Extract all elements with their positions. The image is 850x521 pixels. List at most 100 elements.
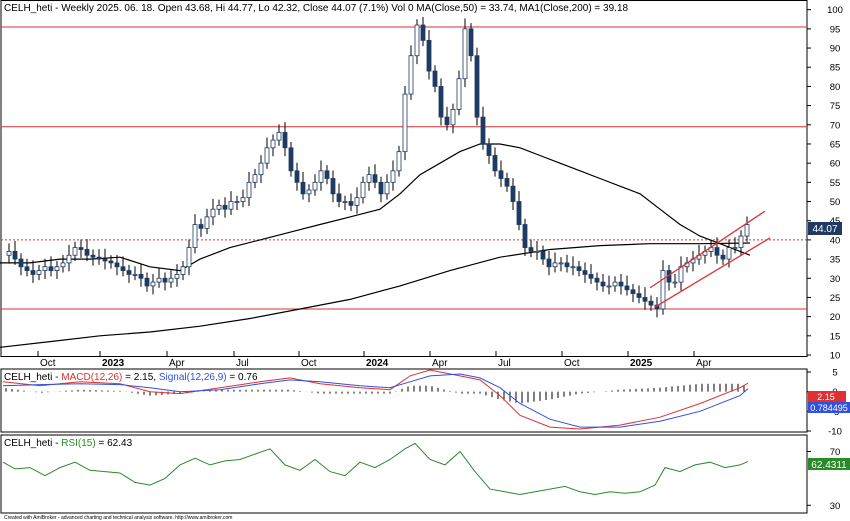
y-tick-label: 65 xyxy=(830,139,841,150)
candle-down xyxy=(564,262,570,268)
candle-down xyxy=(432,70,438,87)
price-candles xyxy=(6,16,750,318)
candle-down xyxy=(714,247,720,256)
y-tick-label: 10 xyxy=(830,351,841,362)
macd-tag-box xyxy=(808,391,846,402)
candle-down xyxy=(198,224,204,229)
price-pane: CELH_heti - Weekly 2025. 06. 18. Open 43… xyxy=(0,0,843,369)
y-tick-label: 75 xyxy=(830,101,841,112)
macd-signal-line xyxy=(2,373,749,428)
candle-down xyxy=(600,281,606,287)
candle-up xyxy=(342,201,348,203)
candle-up xyxy=(534,251,540,253)
candle-down xyxy=(474,55,480,118)
candle-down xyxy=(444,116,450,126)
candle-down xyxy=(24,266,30,271)
x-tick-label: Oct xyxy=(40,358,56,369)
price-pane-frame xyxy=(0,0,808,357)
rsi-pane-title: CELH_heti - RSI(15) = 62.43 xyxy=(4,438,133,449)
candle-up xyxy=(390,170,396,183)
macd-tag-text: 2.15 xyxy=(817,392,835,402)
candle-up xyxy=(354,197,360,206)
candle-up xyxy=(552,262,558,268)
candle-up xyxy=(570,266,576,269)
candle-up xyxy=(72,247,78,256)
last-price-tag-text: 44.07 xyxy=(812,224,837,235)
candle-down xyxy=(624,285,630,291)
price-y-axis: 10 15 20 25 30 35 40 45 50 55 60 65 70 75 80 85 90 95 100 xyxy=(807,5,843,362)
candle-down xyxy=(594,277,600,283)
candle-up xyxy=(726,247,732,260)
y-tick-label: 60 xyxy=(830,159,841,170)
footer-credit: Created with AmiBroker - advanced charti… xyxy=(4,515,232,521)
candle-down xyxy=(84,249,90,256)
candle-down xyxy=(18,258,24,268)
macd-title-signal-value: = 0.76 xyxy=(229,372,258,383)
candle-down xyxy=(294,170,300,183)
candle-up xyxy=(672,281,678,284)
candle-down xyxy=(120,266,126,271)
candle-down xyxy=(420,24,426,41)
candle-up xyxy=(66,254,72,264)
y-tick-label: 40 xyxy=(830,235,841,246)
x-tick-label: Oct xyxy=(564,358,580,369)
candle-down xyxy=(630,289,636,295)
candle-down xyxy=(576,266,582,271)
macd-pane-title: CELH_heti - MACD(12,26) = 2.15, Signal(1… xyxy=(4,372,258,383)
candle-up xyxy=(60,262,66,268)
y-tick-label: 70 xyxy=(830,120,841,131)
x-tick-label: Apr xyxy=(432,358,448,369)
y-tick-label: 25 xyxy=(830,293,841,304)
candle-up xyxy=(132,274,138,276)
rsi-tag-text: 62.4311 xyxy=(811,460,847,471)
y-tick-label: 45 xyxy=(830,216,841,227)
candle-up xyxy=(258,162,264,176)
moving-average-line xyxy=(0,143,751,272)
candle-down xyxy=(48,266,54,271)
candle-up xyxy=(252,174,258,183)
x-tick-label: 2023 xyxy=(102,358,125,369)
candle-up xyxy=(414,24,420,57)
candle-up xyxy=(264,147,270,164)
candle-down xyxy=(348,201,354,206)
candle-down xyxy=(96,256,102,260)
candle-down xyxy=(636,293,642,298)
candle-down xyxy=(372,174,378,183)
candle-up xyxy=(384,181,390,195)
candle-down xyxy=(288,147,294,172)
candle-up xyxy=(306,189,312,195)
candle-down xyxy=(30,270,36,275)
candle-down xyxy=(720,254,726,260)
candle-down xyxy=(582,270,588,275)
rsi-y-tick-label: 30 xyxy=(830,501,841,512)
candle-down xyxy=(648,300,654,306)
candle-down xyxy=(162,277,168,283)
candle-up xyxy=(276,132,282,141)
rsi-pane-frame xyxy=(0,434,808,514)
candle-down xyxy=(300,181,306,195)
candle-up xyxy=(54,266,60,271)
macd-y-tick-label: -10 xyxy=(828,427,842,438)
candle-up xyxy=(456,78,462,110)
x-tick-label: Jul xyxy=(236,358,249,369)
candle-up xyxy=(612,281,618,287)
candle-up xyxy=(450,109,456,126)
x-tick-label: 2024 xyxy=(366,358,389,369)
candle-down xyxy=(378,181,384,195)
rsi-y-axis: 30 70 xyxy=(807,447,840,512)
macd-title-signal: Signal(12,26,9) xyxy=(159,372,227,383)
candle-down xyxy=(522,224,528,248)
rsi-line xyxy=(2,442,749,496)
candle-up xyxy=(312,181,318,191)
candle-down xyxy=(78,247,84,250)
candle-down xyxy=(516,201,522,225)
price-pane-title: CELH_heti - Weekly 2025. 06. 18. Open 43… xyxy=(4,3,629,14)
macd-pane: CELH_heti - MACD(12,26) = 2.15, Signal(1… xyxy=(0,368,850,438)
y-tick-label: 15 xyxy=(830,331,841,342)
candle-up xyxy=(36,270,42,275)
candle-up xyxy=(156,277,162,283)
y-tick-label: 35 xyxy=(830,255,841,266)
candle-up xyxy=(402,93,408,153)
candle-down xyxy=(504,178,510,187)
macd-y-tick-label: 5 xyxy=(832,368,837,379)
